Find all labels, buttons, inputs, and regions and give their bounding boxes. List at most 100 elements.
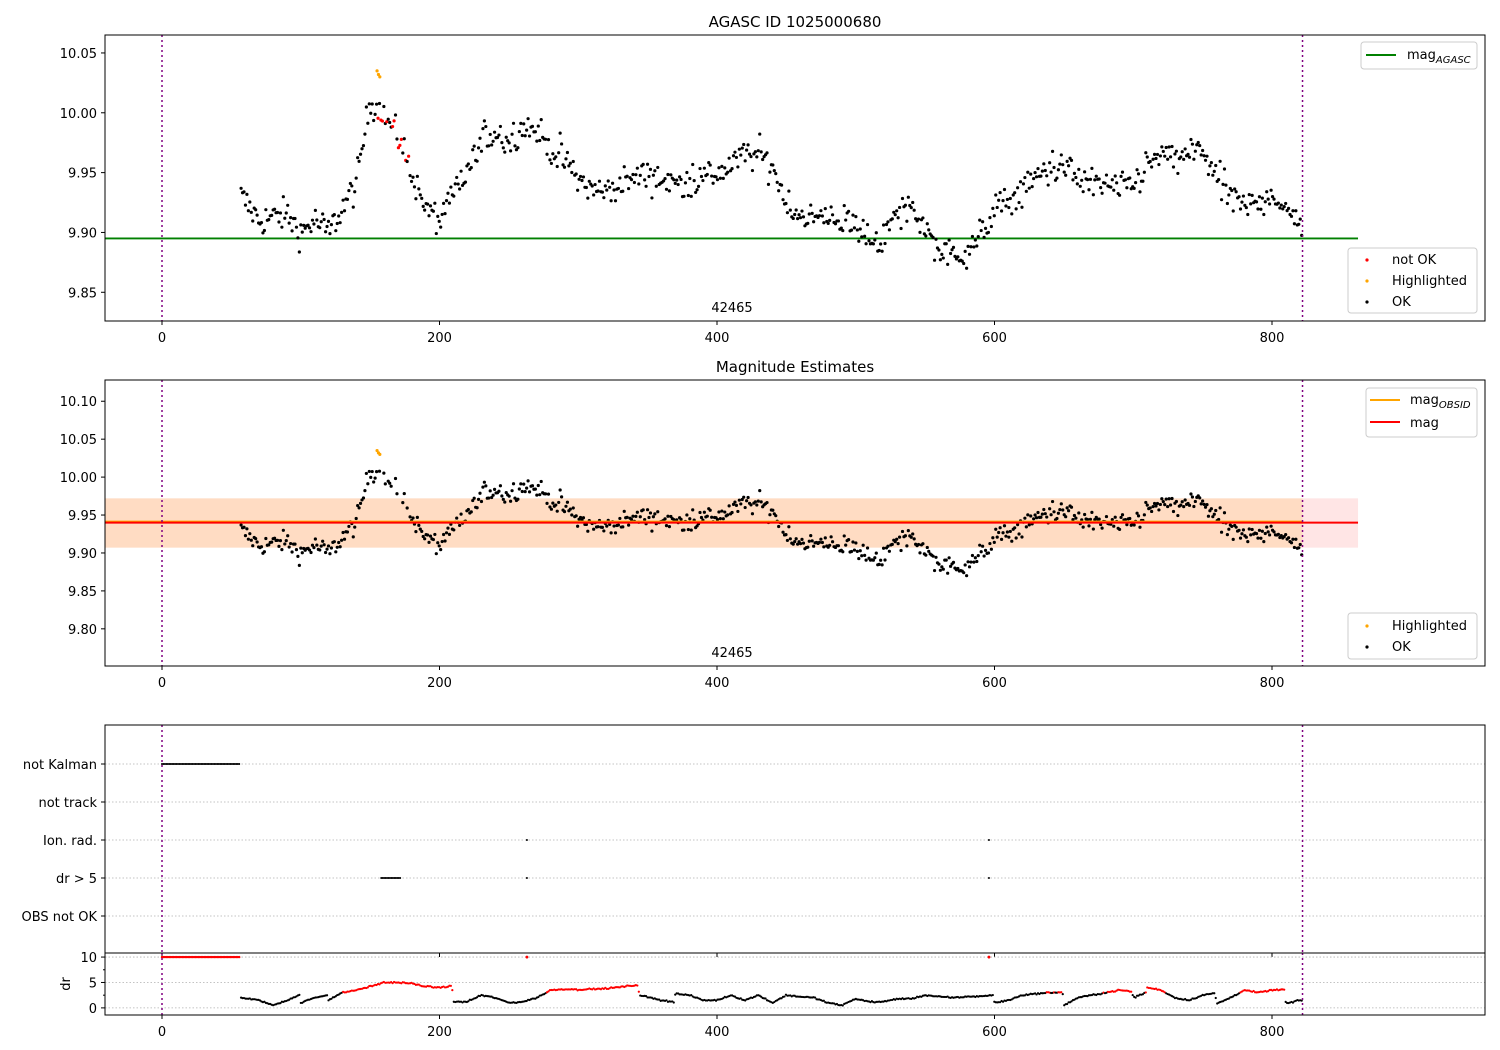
flag-point — [210, 763, 213, 765]
data-point-ok — [498, 484, 503, 488]
data-point-ok — [436, 541, 440, 545]
data-point-ok — [519, 482, 523, 486]
data-point-ok — [417, 523, 421, 527]
dr-point — [1184, 997, 1187, 1001]
data-point-ok — [1142, 170, 1146, 174]
data-point-ok — [1091, 193, 1095, 197]
data-point-ok — [286, 203, 290, 207]
data-point-ok — [578, 515, 583, 520]
data-point-ok — [1069, 158, 1074, 162]
flag-point — [168, 763, 171, 765]
dr-point — [733, 995, 737, 998]
data-point-ok — [1056, 511, 1060, 515]
data-point-ok — [608, 185, 612, 189]
flag-point — [203, 763, 206, 765]
data-point-ok — [558, 131, 562, 135]
data-point-ok — [420, 529, 424, 533]
data-point-ok — [1202, 502, 1206, 506]
x-tick-label: 600 — [982, 676, 1007, 691]
data-point-ok — [293, 542, 297, 546]
data-point-ok — [823, 536, 827, 540]
data-point-ok — [1117, 527, 1122, 532]
data-point-ok — [297, 563, 301, 567]
dr-point — [1189, 998, 1193, 1001]
data-point-ok — [1040, 169, 1044, 173]
data-point-ok — [995, 205, 999, 210]
data-point-ok — [841, 228, 845, 233]
flag-point — [232, 763, 235, 765]
data-point-ok — [787, 525, 791, 529]
dr-point — [1214, 996, 1217, 1000]
data-point-ok — [1083, 170, 1087, 174]
data-point-ok — [785, 211, 790, 215]
data-point-ok — [1263, 200, 1267, 204]
dr-point — [1131, 993, 1134, 997]
data-point-ok — [1011, 193, 1015, 197]
data-point-ok — [488, 132, 492, 137]
data-point-ok — [688, 176, 692, 181]
data-point-ok — [1241, 194, 1246, 198]
data-point-ok — [650, 196, 654, 200]
data-point-ok — [1002, 524, 1007, 528]
data-point-ok — [584, 522, 588, 527]
data-point-ok — [536, 483, 540, 488]
data-point-ok — [500, 494, 504, 498]
data-point-ok — [820, 214, 824, 218]
data-point-ok — [482, 119, 486, 123]
data-point-ok — [421, 534, 425, 539]
data-point-ok — [924, 234, 928, 238]
data-point-ok — [772, 169, 776, 173]
data-point-ok — [1217, 517, 1221, 522]
data-point-ok — [788, 537, 792, 541]
y-tick-label: 9.95 — [68, 167, 97, 182]
data-point-ok — [801, 541, 806, 545]
data-point-ok — [334, 550, 338, 554]
dr-point — [1232, 995, 1235, 998]
data-point-ok — [610, 181, 615, 185]
flag-point — [201, 763, 204, 765]
dr-point — [391, 982, 394, 985]
data-point-ok — [940, 565, 944, 569]
data-point-ok — [361, 496, 366, 500]
data-point-ok — [1104, 173, 1109, 177]
data-point-ok — [627, 523, 631, 527]
data-point-ok — [698, 510, 702, 515]
data-point-ok — [459, 512, 463, 516]
data-point-ok — [953, 254, 957, 258]
legend-marker-ok — [1365, 645, 1369, 649]
data-point-ok — [798, 542, 803, 546]
data-point-ok — [717, 166, 721, 170]
y-tick-label: 10.05 — [60, 47, 97, 62]
data-point-ok — [879, 242, 883, 246]
data-point-ok — [554, 155, 558, 159]
data-point-ok — [1176, 513, 1180, 518]
data-point-ok — [1052, 165, 1056, 170]
data-point-ok — [673, 181, 677, 185]
dr-point — [991, 993, 994, 997]
data-point-ok — [1030, 185, 1034, 189]
dr-point — [451, 989, 454, 992]
data-point-ok — [609, 531, 613, 535]
data-point-ok — [1064, 173, 1068, 177]
data-point-ok — [443, 539, 447, 543]
data-point-ok — [479, 499, 484, 504]
data-point-ok — [796, 216, 800, 221]
data-point-ok — [976, 235, 980, 239]
data-point-ok — [551, 501, 555, 505]
data-point-ok — [726, 513, 730, 517]
data-point-ok — [647, 174, 651, 179]
data-point-ok — [606, 179, 610, 183]
data-point-ok — [458, 523, 462, 528]
data-point-ok — [560, 495, 564, 499]
data-point-ok — [1026, 513, 1030, 517]
axes-frame — [104, 34, 1486, 322]
data-point-ok — [283, 216, 287, 220]
flag-point — [220, 763, 223, 765]
flag-point — [197, 763, 200, 765]
data-point-ok — [950, 248, 954, 252]
dr-panel: 0 200 400 600 800 0 5 10 dr — [59, 951, 1486, 1040]
data-point-ok — [1065, 506, 1069, 510]
data-point-ok — [293, 216, 297, 221]
data-point-ok — [383, 482, 387, 486]
